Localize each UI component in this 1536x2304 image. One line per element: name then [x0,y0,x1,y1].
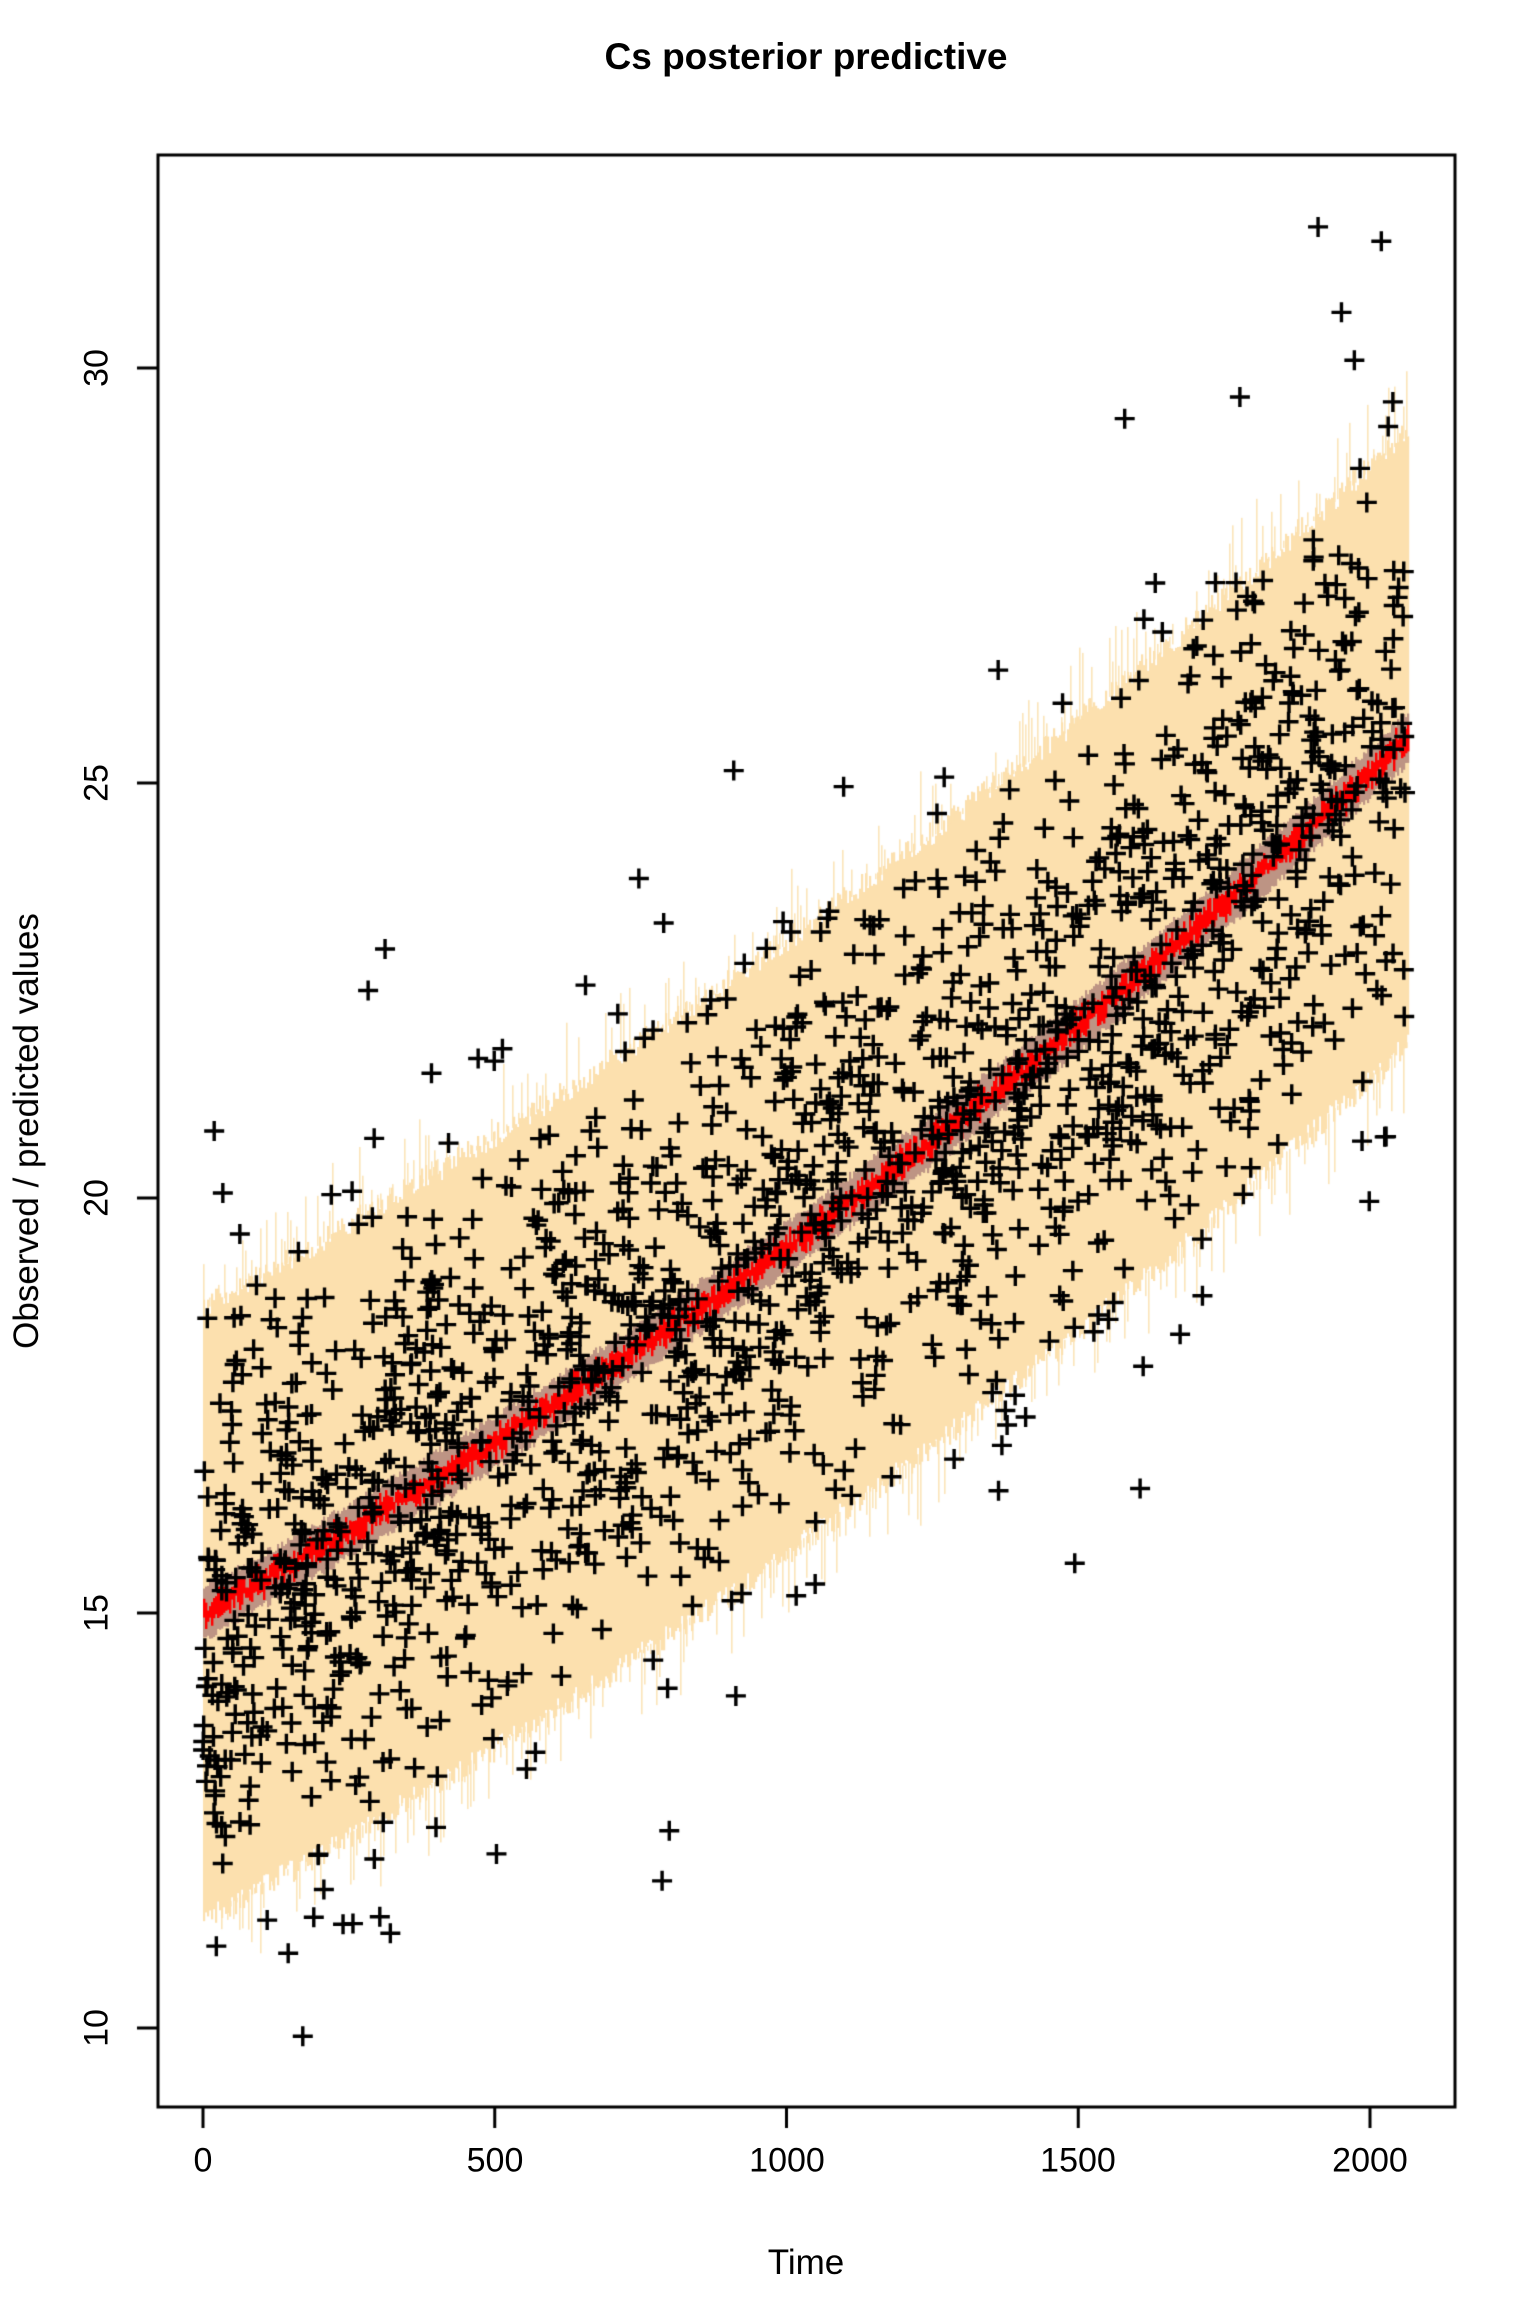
x-axis-title: Time [767,2243,845,2282]
x-tick-label-0: 0 [193,2141,213,2180]
chart-title: Cs posterior predictive [604,36,1008,77]
x-tick-label-500: 500 [466,2141,524,2180]
y-axis-title: Observed / predicted values [7,913,46,1349]
y-tick-label-30: 30 [77,349,116,387]
y-tick-label-20: 20 [77,1179,116,1217]
y-tick-label-25: 25 [77,764,116,802]
y-tick-label-15: 15 [77,1594,116,1632]
x-tick-label-2000: 2000 [1332,2141,1408,2180]
x-tick-label-1500: 1500 [1040,2141,1116,2180]
x-tick-label-1000: 1000 [749,2141,825,2180]
y-tick-label-10: 10 [77,2009,116,2047]
